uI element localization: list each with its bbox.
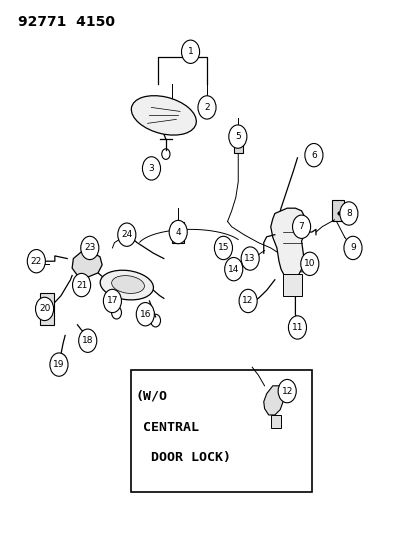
Text: (W/O: (W/O [135, 390, 166, 403]
Text: 19: 19 [53, 360, 64, 369]
Text: 9: 9 [349, 244, 355, 253]
Circle shape [136, 303, 154, 326]
Text: 18: 18 [82, 336, 93, 345]
Circle shape [228, 125, 246, 148]
Text: 11: 11 [291, 323, 302, 332]
Text: 92771  4150: 92771 4150 [18, 14, 114, 29]
Text: 12: 12 [281, 386, 292, 395]
Circle shape [72, 273, 90, 297]
Circle shape [224, 257, 242, 281]
Text: 13: 13 [244, 254, 255, 263]
FancyBboxPatch shape [332, 200, 343, 221]
Text: 3: 3 [148, 164, 154, 173]
Text: 6: 6 [310, 151, 316, 160]
Circle shape [27, 249, 45, 273]
Circle shape [339, 202, 357, 225]
Text: 2: 2 [204, 103, 209, 112]
Circle shape [142, 157, 160, 180]
Text: 20: 20 [39, 304, 50, 313]
FancyBboxPatch shape [282, 274, 301, 296]
Circle shape [304, 143, 322, 167]
Ellipse shape [100, 270, 153, 300]
Circle shape [278, 379, 296, 403]
Circle shape [169, 220, 187, 244]
Circle shape [181, 40, 199, 63]
Circle shape [300, 252, 318, 276]
Text: 10: 10 [303, 260, 315, 268]
Text: 5: 5 [235, 132, 240, 141]
Circle shape [240, 247, 259, 270]
FancyBboxPatch shape [270, 415, 280, 428]
Polygon shape [72, 252, 102, 277]
Circle shape [78, 329, 97, 352]
Text: 4: 4 [175, 228, 180, 237]
Circle shape [343, 236, 361, 260]
FancyBboxPatch shape [233, 132, 242, 152]
Text: 15: 15 [217, 244, 229, 253]
Text: 17: 17 [107, 296, 118, 305]
Circle shape [36, 297, 54, 320]
Ellipse shape [131, 96, 196, 135]
Ellipse shape [112, 276, 144, 294]
Text: CENTRAL: CENTRAL [135, 421, 199, 434]
Text: 23: 23 [84, 244, 95, 253]
Circle shape [103, 289, 121, 313]
Text: 7: 7 [298, 222, 304, 231]
Circle shape [214, 236, 232, 260]
Text: 22: 22 [31, 257, 42, 265]
Text: DOOR LOCK): DOOR LOCK) [135, 451, 230, 464]
Polygon shape [263, 386, 282, 415]
Polygon shape [270, 208, 305, 280]
Text: 16: 16 [139, 310, 151, 319]
Text: 14: 14 [228, 265, 239, 273]
Circle shape [288, 316, 306, 339]
Circle shape [292, 215, 310, 238]
FancyBboxPatch shape [40, 293, 54, 325]
Circle shape [238, 289, 256, 313]
Text: 12: 12 [242, 296, 253, 305]
Text: 21: 21 [76, 280, 87, 289]
Circle shape [81, 236, 99, 260]
Text: 24: 24 [121, 230, 132, 239]
Text: 8: 8 [345, 209, 351, 218]
Circle shape [117, 223, 135, 246]
Circle shape [197, 96, 216, 119]
FancyBboxPatch shape [131, 370, 311, 492]
Text: 1: 1 [187, 47, 193, 56]
Circle shape [50, 353, 68, 376]
FancyBboxPatch shape [172, 222, 183, 243]
